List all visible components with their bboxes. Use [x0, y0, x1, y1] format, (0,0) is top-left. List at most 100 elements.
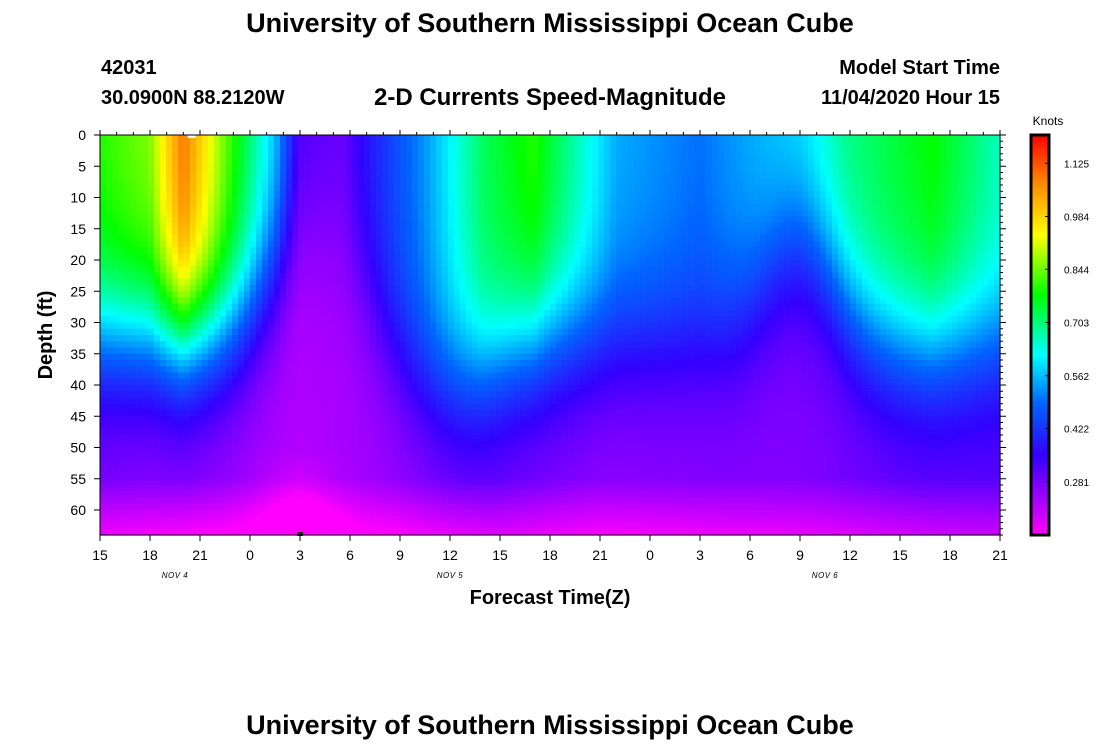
heatmap-cell: [430, 422, 437, 430]
heatmap-cell: [556, 378, 563, 386]
heatmap-cell: [280, 260, 287, 267]
heatmap-cell: [358, 503, 365, 511]
heatmap-cell: [304, 441, 311, 449]
heatmap-cell: [550, 335, 557, 342]
heatmap-cell: [184, 378, 191, 386]
heatmap-cell: [490, 310, 497, 317]
heatmap-cell: [514, 422, 521, 430]
heatmap-cell: [478, 291, 485, 299]
heatmap-cell: [190, 466, 197, 474]
heatmap-cell: [418, 428, 425, 436]
heatmap-cell: [214, 503, 221, 511]
heatmap-cell: [496, 366, 503, 374]
heatmap-cell: [202, 478, 209, 486]
heatmap-cell: [460, 478, 467, 486]
heatmap-cell: [172, 478, 179, 486]
heatmap-cell: [538, 410, 545, 417]
heatmap-cell: [280, 497, 287, 505]
heatmap-cell: [520, 135, 527, 142]
heatmap-cell: [562, 147, 569, 155]
heatmap-cell: [124, 460, 131, 467]
heatmap-cell: [274, 178, 281, 186]
heatmap-cell: [442, 153, 449, 161]
heatmap-cell: [478, 247, 485, 255]
heatmap-cell: [538, 216, 545, 224]
heatmap-cell: [388, 322, 395, 330]
heatmap-cell: [406, 466, 413, 474]
heatmap-cell: [334, 185, 341, 192]
heatmap-cell: [220, 303, 227, 311]
heatmap-cell: [238, 528, 245, 536]
heatmap-cell: [292, 428, 299, 436]
heatmap-cell: [202, 235, 209, 242]
heatmap-cell: [322, 310, 329, 317]
heatmap-cell: [142, 453, 149, 461]
heatmap-cell: [202, 285, 209, 292]
heatmap-cell: [112, 185, 119, 192]
heatmap-cell: [268, 335, 275, 342]
heatmap-cell: [100, 322, 107, 330]
heatmap-cell: [382, 285, 389, 292]
heatmap-cell: [556, 260, 563, 267]
heatmap-cell: [382, 216, 389, 224]
heatmap-cell: [166, 266, 173, 274]
heatmap-cell: [106, 410, 113, 417]
heatmap-cell: [262, 478, 269, 486]
heatmap-cell: [190, 453, 197, 461]
heatmap-cell: [508, 241, 515, 249]
heatmap-cell: [172, 235, 179, 242]
heatmap-cell: [478, 397, 485, 405]
heatmap-cell: [496, 172, 503, 180]
heatmap-cell: [202, 141, 209, 149]
heatmap-cell: [214, 466, 221, 474]
heatmap-cell: [268, 397, 275, 405]
heatmap-cell: [208, 310, 215, 317]
heatmap-cell: [514, 172, 521, 180]
heatmap-cell: [220, 291, 227, 299]
heatmap-cell: [268, 516, 275, 524]
heatmap-cell: [118, 403, 125, 411]
heatmap-cell: [394, 135, 401, 142]
heatmap-cell: [118, 341, 125, 349]
heatmap-cell: [250, 403, 257, 411]
heatmap-cell: [388, 341, 395, 349]
heatmap-cell: [376, 453, 383, 461]
heatmap-cell: [418, 235, 425, 242]
heatmap-cell: [562, 297, 569, 305]
heatmap-cell: [358, 510, 365, 517]
heatmap-cell: [514, 522, 521, 530]
heatmap-cell: [436, 410, 443, 417]
heatmap-cell: [232, 497, 239, 505]
heatmap-cell: [178, 228, 185, 236]
heatmap-cell: [502, 266, 509, 274]
heatmap-cell: [454, 491, 461, 499]
heatmap-cell: [448, 378, 455, 386]
heatmap-cell: [322, 491, 329, 499]
heatmap-cell: [400, 360, 407, 367]
heatmap-cell: [460, 360, 467, 367]
heatmap-cell: [268, 160, 275, 167]
heatmap-cell: [130, 341, 137, 349]
heatmap-cell: [226, 228, 233, 236]
heatmap-cell: [262, 366, 269, 374]
heatmap-cell: [544, 360, 551, 367]
heatmap-cell: [430, 316, 437, 324]
heatmap-cell: [226, 522, 233, 530]
heatmap-cell: [424, 422, 431, 430]
heatmap-cell: [472, 497, 479, 505]
heatmap-cell: [172, 397, 179, 405]
heatmap-cell: [370, 241, 377, 249]
heatmap-cell: [388, 260, 395, 267]
heatmap-cell: [496, 285, 503, 292]
heatmap-cell: [466, 247, 473, 255]
heatmap-cell: [136, 366, 143, 374]
heatmap-cell: [562, 447, 569, 455]
heatmap-cell: [382, 203, 389, 211]
heatmap-cell: [472, 241, 479, 249]
heatmap-cell: [406, 285, 413, 292]
heatmap-cell: [508, 178, 515, 186]
heatmap-cell: [520, 147, 527, 155]
heatmap-cell: [400, 516, 407, 524]
heatmap-cell: [526, 153, 533, 161]
heatmap-cell: [538, 316, 545, 324]
